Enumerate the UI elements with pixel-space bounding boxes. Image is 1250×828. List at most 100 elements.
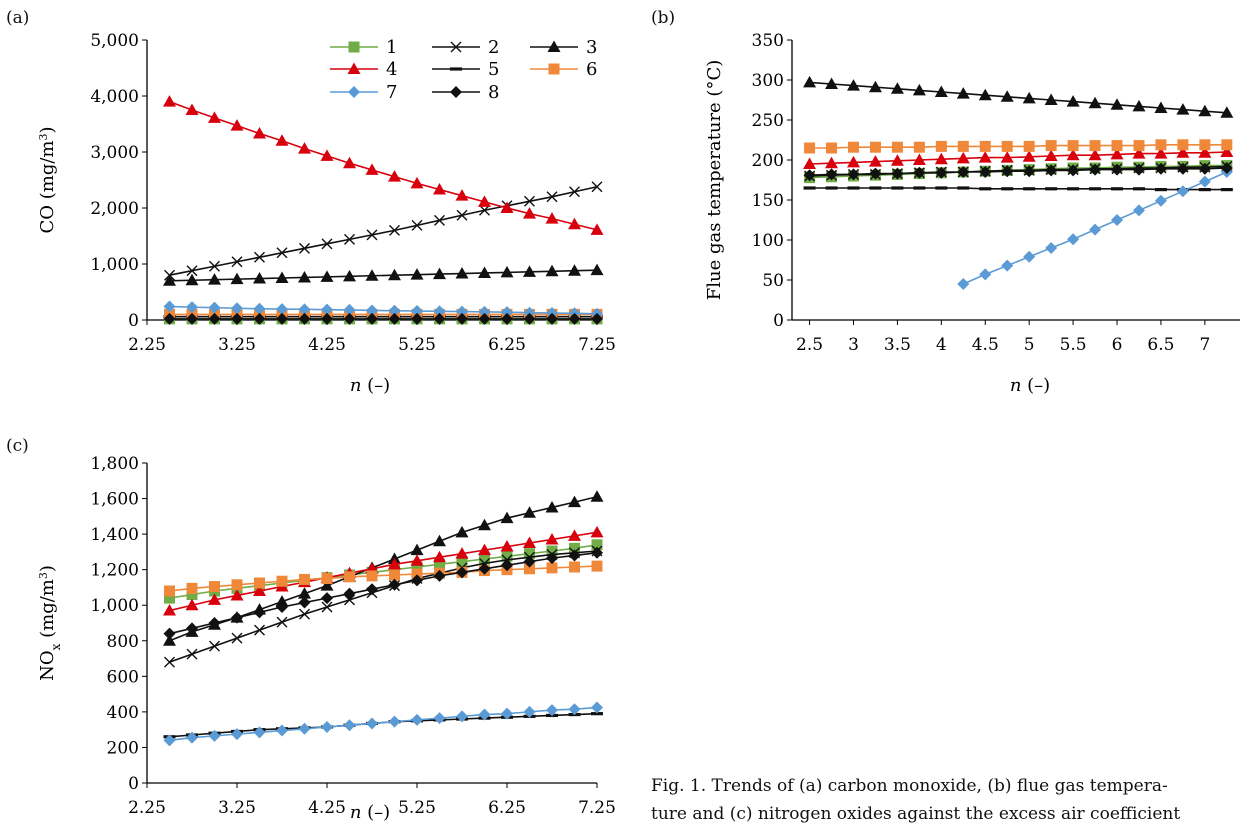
data-point — [546, 552, 558, 565]
x-tick-label: 5.25 — [398, 798, 436, 818]
data-point — [1133, 140, 1145, 152]
data-point — [186, 731, 198, 744]
data-point — [545, 532, 559, 545]
data-point — [847, 186, 860, 190]
data-point — [231, 728, 243, 741]
legend-item-2: 2 — [432, 37, 499, 58]
data-point — [1132, 99, 1146, 112]
data-point — [545, 264, 559, 277]
data-point — [1155, 139, 1167, 151]
data-point — [568, 549, 581, 562]
data-point — [186, 301, 198, 314]
x-tick-label: 3.25 — [218, 335, 256, 355]
data-point — [1132, 204, 1145, 217]
data-point — [524, 548, 535, 560]
x-tick-label: 7.25 — [578, 798, 616, 818]
data-point — [253, 584, 266, 596]
legend-label: 1 — [386, 37, 397, 58]
x-tick-label: 5.25 — [398, 335, 436, 355]
data-point — [365, 163, 379, 175]
data-point — [343, 269, 356, 282]
data-point — [869, 167, 882, 180]
data-point — [847, 141, 859, 153]
panel-label-a: (a) — [6, 8, 30, 28]
data-point — [299, 573, 310, 585]
data-point — [1023, 140, 1035, 152]
data-point — [388, 557, 401, 570]
data-point — [868, 155, 882, 167]
data-point — [320, 149, 334, 161]
data-point — [411, 574, 423, 587]
data-point — [410, 176, 424, 189]
data-point — [1067, 187, 1080, 191]
data-point — [185, 598, 199, 611]
data-point — [591, 181, 603, 193]
series-5 — [803, 186, 1233, 192]
data-point — [321, 312, 333, 325]
y-axis-label: NOx (mg/m3) — [37, 565, 64, 681]
data-point — [1132, 187, 1145, 191]
data-point — [1132, 147, 1146, 159]
data-point — [366, 717, 378, 730]
y-tick-label: 1,800 — [90, 454, 139, 474]
data-point — [546, 562, 558, 574]
data-point — [1022, 150, 1036, 162]
y-axis-label: Flue gas temperature (°C) — [704, 60, 725, 301]
series-3 — [803, 75, 1234, 118]
data-point — [208, 301, 221, 314]
data-point — [569, 186, 580, 198]
data-point — [568, 495, 581, 508]
data-point — [276, 247, 288, 259]
data-point — [1132, 163, 1145, 176]
data-point — [934, 85, 948, 97]
data-point — [478, 708, 491, 721]
x-axis-label: n (–) — [350, 375, 390, 396]
data-point — [957, 166, 970, 178]
series-line — [169, 100, 598, 231]
data-point — [1001, 140, 1013, 152]
data-point — [523, 555, 536, 568]
data-point — [891, 186, 904, 190]
data-point — [846, 79, 860, 91]
data-point — [321, 303, 333, 316]
data-point — [456, 312, 468, 325]
data-point — [208, 729, 221, 742]
series-6 — [804, 139, 1233, 154]
data-point — [1022, 91, 1036, 104]
data-point — [890, 82, 904, 94]
data-point — [186, 589, 198, 601]
data-point — [935, 140, 947, 152]
data-point — [163, 734, 176, 747]
data-point — [913, 166, 926, 179]
data-point — [456, 566, 468, 579]
series-7 — [163, 300, 603, 320]
y-tick-label: 4,000 — [90, 87, 139, 107]
series-line — [169, 269, 598, 282]
x-tick-label: 6 — [1112, 335, 1123, 355]
data-point — [164, 656, 175, 668]
data-point — [253, 726, 266, 739]
data-point — [230, 119, 244, 131]
y-tick-label: 1,600 — [90, 490, 139, 510]
data-point — [500, 201, 514, 213]
y-tick-label: 1,000 — [90, 255, 139, 275]
x-tick-label: 4 — [936, 335, 947, 355]
data-point — [957, 140, 969, 152]
data-point — [163, 634, 176, 646]
data-point — [185, 103, 199, 115]
data-point — [568, 312, 581, 325]
data-point — [1220, 188, 1233, 192]
data-point — [590, 525, 604, 538]
data-point — [957, 186, 970, 190]
data-point — [1176, 185, 1189, 198]
data-point — [276, 724, 288, 737]
data-point — [825, 186, 838, 190]
data-point — [253, 272, 266, 284]
x-tick-label: 6.25 — [488, 798, 526, 818]
data-point — [1089, 223, 1102, 236]
data-point — [523, 705, 536, 718]
legend-item-7: 7 — [330, 82, 397, 103]
data-point — [591, 312, 603, 325]
legend-item-5: 5 — [432, 59, 499, 80]
data-point — [388, 170, 401, 182]
